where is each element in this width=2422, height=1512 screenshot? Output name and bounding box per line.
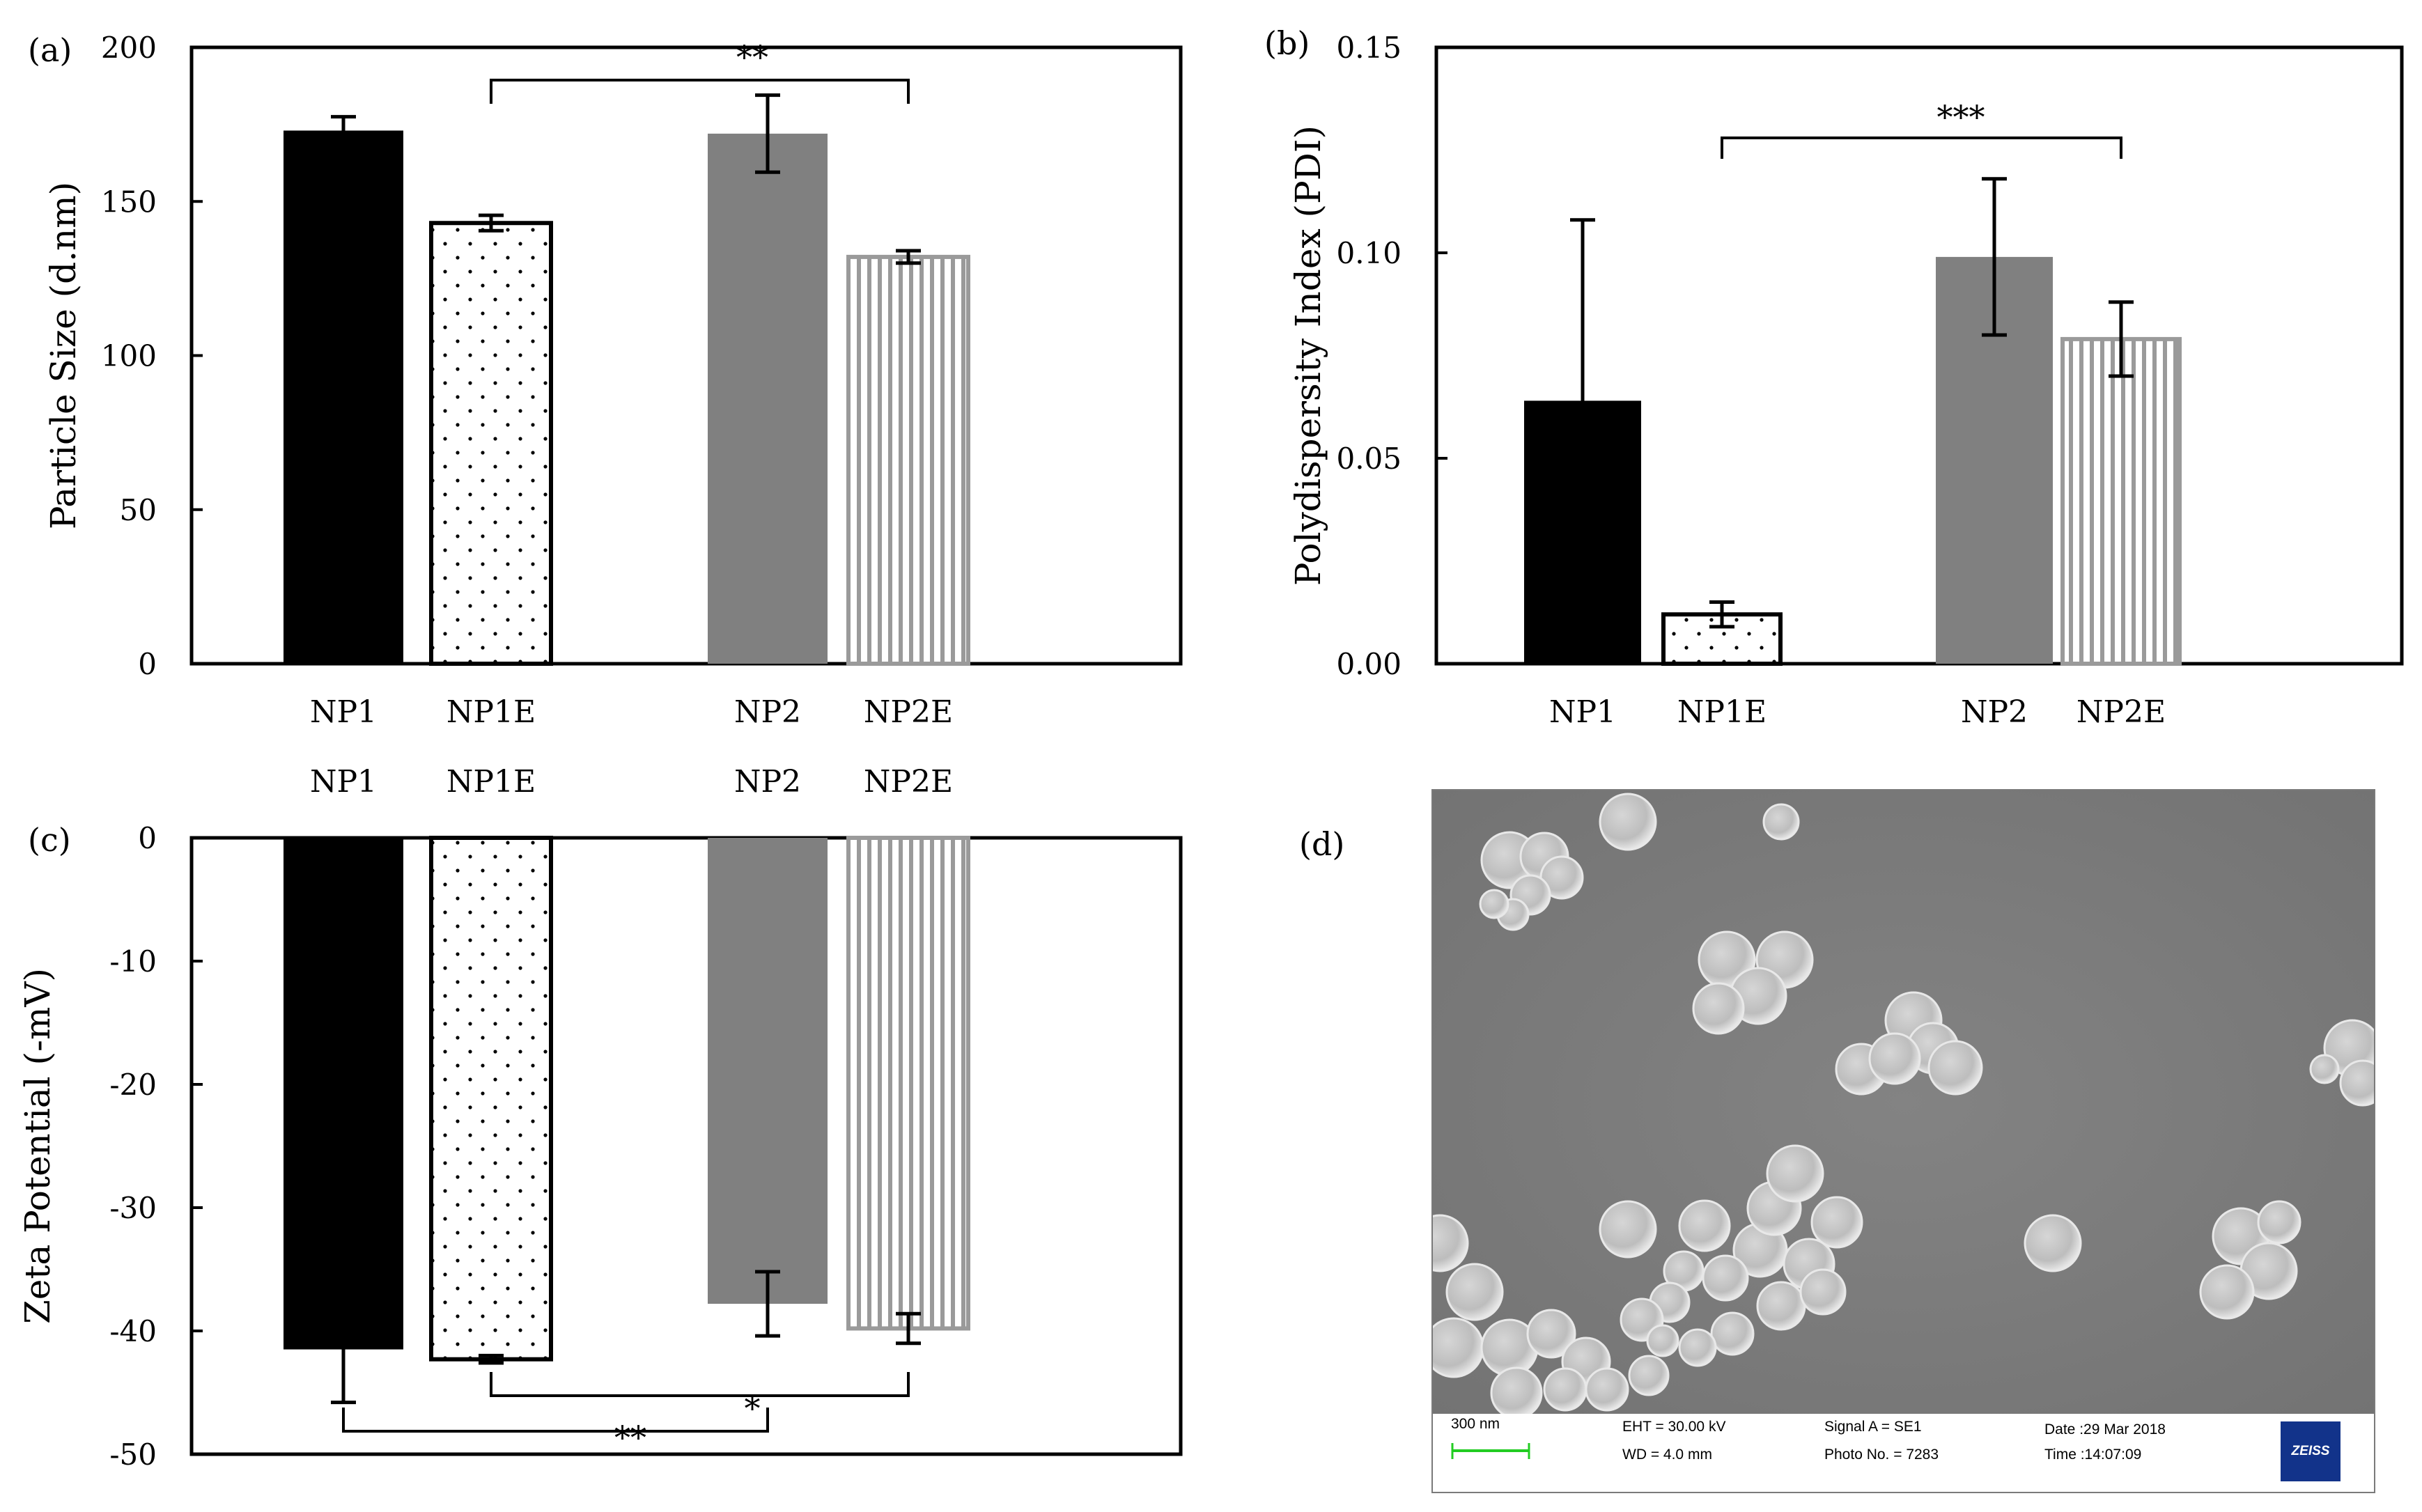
category-label-np2e: NP2E xyxy=(864,764,953,800)
panel-label: (a) xyxy=(28,31,72,69)
category-label-np2: NP2 xyxy=(734,764,801,800)
nanoparticle xyxy=(1678,1328,1717,1367)
y-tick-label: 200 xyxy=(101,31,157,65)
y-axis-title: Zeta Potential (-mV) xyxy=(17,968,58,1324)
zeiss-logo: ZEISS xyxy=(2281,1421,2341,1481)
nanoparticle xyxy=(1526,1309,1576,1359)
y-tick-label: -30 xyxy=(109,1191,157,1225)
bar-np2e xyxy=(2060,336,2182,666)
plot-frame xyxy=(1434,45,2404,666)
nanoparticle xyxy=(1799,1268,1847,1316)
panel-d-label: (d) xyxy=(1299,825,1344,863)
sem-particles xyxy=(1433,793,2374,1419)
nanoparticle xyxy=(1762,803,1800,841)
category-label-np2: NP2 xyxy=(1961,694,2028,730)
y-tick-label: -50 xyxy=(109,1437,157,1472)
nanoparticle xyxy=(1810,1196,1863,1249)
nanoparticle xyxy=(1599,1200,1657,1258)
nanoparticle xyxy=(1585,1367,1629,1412)
eht-readout: EHT = 30.00 kV xyxy=(1622,1419,1726,1435)
bar-np2 xyxy=(708,133,828,664)
nanoparticle xyxy=(1433,1317,1484,1378)
nanoparticle xyxy=(2257,1200,2301,1245)
y-tick-label: -10 xyxy=(109,944,157,979)
sem-image xyxy=(1433,790,2374,1492)
sem-info-bar xyxy=(1433,1414,2374,1492)
significance-label: *** xyxy=(1937,98,1985,136)
sem-micrograph: 300 nm EHT = 30.00 kV WD = 4.0 mm Signal… xyxy=(1431,789,2375,1493)
y-tick-label: 0.15 xyxy=(1336,31,1402,65)
significance-label: ** xyxy=(736,38,768,76)
y-axis-title: Particle Size (d.nm) xyxy=(43,182,84,529)
nanoparticle xyxy=(1543,1367,1588,1412)
nanoparticle xyxy=(2309,1054,2340,1084)
bar-np1 xyxy=(284,838,403,1350)
category-label-np1e: NP1E xyxy=(1677,694,1767,730)
y-tick-label: 0.05 xyxy=(1336,442,1402,476)
plot-frame xyxy=(189,836,1183,1456)
panel-label: (b) xyxy=(1264,24,1310,62)
bar-np2e xyxy=(846,254,970,666)
significance-bracket xyxy=(490,79,910,104)
chart-panel-c: (c) 0 -10 -20 -30 -40 -50 Zeta Potential (-mV) N… xyxy=(17,764,1183,1472)
y-tick-label: 0.10 xyxy=(1336,236,1402,270)
y-tick-label: 0.00 xyxy=(1336,647,1402,681)
category-label-np1e: NP1E xyxy=(447,694,536,730)
significance-label: ** xyxy=(614,1419,646,1456)
nanoparticle xyxy=(1433,1214,1469,1272)
wd-readout: WD = 4.0 mm xyxy=(1622,1447,1712,1463)
nanoparticle xyxy=(1490,1366,1543,1419)
y-axis-title: Polydispersity Index (PDI) xyxy=(1288,125,1328,586)
photo-number: Photo No. = 7283 xyxy=(1824,1447,1939,1463)
y-tick-label: 0 xyxy=(138,821,157,855)
nanoparticle xyxy=(1766,1144,1824,1203)
signal-readout: Signal A = SE1 xyxy=(1824,1419,1922,1435)
category-label-np2: NP2 xyxy=(734,694,801,730)
nanoparticle xyxy=(1692,982,1745,1035)
category-label-np2e: NP2E xyxy=(2076,694,2166,730)
time-readout: Time :14:07:09 xyxy=(2044,1447,2142,1463)
y-tick-label: 150 xyxy=(101,185,157,219)
significance-bracket xyxy=(1721,137,2122,159)
chart-panel-b: (b) 0.00 0.05 0.10 0.15 Polydispersity Index … xyxy=(1264,24,2404,730)
significance-label: * xyxy=(745,1389,761,1427)
category-label-np1: NP1 xyxy=(310,764,377,800)
significance-bracket xyxy=(342,1408,769,1433)
date-readout: Date :29 Mar 2018 xyxy=(2044,1421,2166,1437)
y-tick-label: -20 xyxy=(109,1068,157,1102)
y-tick-label: 100 xyxy=(101,339,157,373)
nanoparticle xyxy=(1678,1199,1731,1252)
bar-np1e xyxy=(429,221,553,667)
category-label-np1: NP1 xyxy=(1549,694,1616,730)
y-tick-label: 0 xyxy=(138,647,157,681)
bar-np2e xyxy=(846,836,970,1331)
bar-np1 xyxy=(284,130,403,664)
category-label-np1e: NP1E xyxy=(447,764,536,800)
nanoparticle xyxy=(2199,1264,2255,1320)
scale-bar-label: 300 nm xyxy=(1451,1416,1500,1432)
nanoparticle xyxy=(2339,1059,2374,1107)
nanoparticle xyxy=(2024,1214,2082,1272)
bar-np2 xyxy=(708,838,828,1304)
category-label-np2e: NP2E xyxy=(864,694,953,730)
nanoparticle xyxy=(1628,1355,1670,1396)
nanoparticle xyxy=(1710,1311,1755,1356)
category-label-np1: NP1 xyxy=(310,694,377,730)
bar-np1e xyxy=(429,836,553,1362)
nanoparticle xyxy=(1445,1263,1504,1321)
y-tick-label: 50 xyxy=(120,493,157,527)
nanoparticle xyxy=(1868,1032,1921,1085)
nanoparticle xyxy=(1756,1281,1806,1331)
nanoparticle xyxy=(1599,793,1657,851)
nanoparticle xyxy=(1927,1040,1983,1096)
panel-label: (c) xyxy=(28,821,71,859)
nanoparticle xyxy=(1702,1254,1749,1302)
significance-bracket xyxy=(490,1372,910,1397)
y-tick-label: -40 xyxy=(109,1314,157,1348)
chart-panel-a: (a) 0 50 100 150 200 Particle Size (d.nm) NP1 NP… xyxy=(28,31,1183,730)
nanoparticle xyxy=(1479,889,1509,919)
nanoparticle xyxy=(1646,1324,1679,1357)
